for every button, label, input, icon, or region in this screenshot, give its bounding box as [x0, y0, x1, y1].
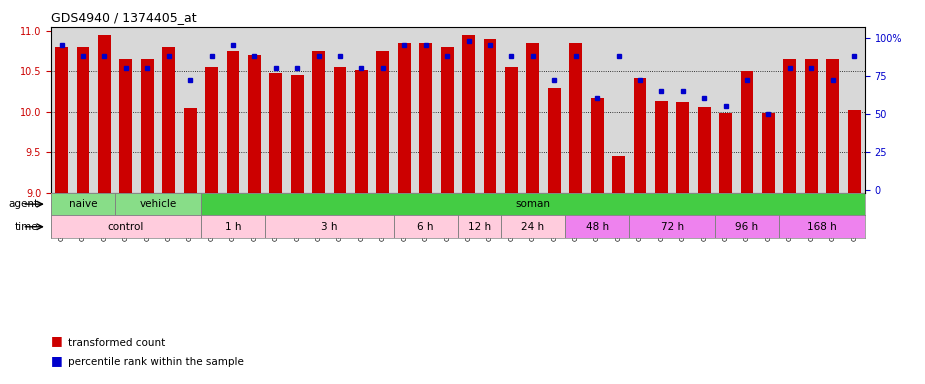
Bar — [184, 108, 196, 193]
Text: GDS4940 / 1374405_at: GDS4940 / 1374405_at — [51, 11, 196, 24]
Text: 72 h: 72 h — [660, 222, 684, 232]
Bar — [676, 102, 689, 193]
Text: control: control — [107, 222, 144, 232]
Bar — [569, 43, 582, 193]
Bar — [720, 114, 732, 193]
Bar — [526, 43, 539, 193]
Bar — [505, 67, 518, 193]
Bar — [484, 39, 497, 193]
Bar — [394, 215, 458, 238]
Bar — [51, 215, 201, 238]
Bar — [462, 35, 475, 193]
Bar — [629, 215, 715, 238]
Bar — [805, 59, 818, 193]
Bar — [548, 88, 561, 193]
Bar — [227, 51, 240, 193]
Text: 48 h: 48 h — [586, 222, 609, 232]
Text: 1 h: 1 h — [225, 222, 241, 232]
Bar — [98, 35, 111, 193]
Bar — [141, 59, 154, 193]
Bar — [847, 110, 860, 193]
Bar — [162, 47, 175, 193]
Bar — [115, 193, 201, 215]
Bar — [398, 43, 411, 193]
Bar — [458, 215, 500, 238]
Text: percentile rank within the sample: percentile rank within the sample — [68, 357, 243, 367]
Bar — [205, 67, 218, 193]
Text: vehicle: vehicle — [140, 199, 177, 209]
Bar — [612, 156, 625, 193]
Text: 3 h: 3 h — [321, 222, 338, 232]
Text: naive: naive — [68, 199, 97, 209]
Bar — [741, 71, 754, 193]
Text: 12 h: 12 h — [468, 222, 491, 232]
Bar — [591, 98, 603, 193]
Bar — [762, 114, 775, 193]
Bar — [201, 215, 265, 238]
Bar — [440, 47, 453, 193]
Text: agent: agent — [8, 199, 39, 209]
Bar — [313, 51, 325, 193]
Text: ■: ■ — [51, 334, 63, 348]
Bar — [355, 70, 368, 193]
Bar — [201, 193, 865, 215]
Text: 24 h: 24 h — [522, 222, 545, 232]
Text: time: time — [15, 222, 39, 232]
Bar — [334, 67, 347, 193]
Bar — [77, 47, 90, 193]
Bar — [290, 74, 303, 193]
Bar — [779, 215, 865, 238]
Bar — [376, 51, 389, 193]
Bar — [634, 78, 647, 193]
Text: ■: ■ — [51, 354, 63, 367]
Text: 96 h: 96 h — [735, 222, 758, 232]
Bar — [269, 73, 282, 193]
Bar — [56, 47, 68, 193]
Text: transformed count: transformed count — [68, 338, 165, 348]
Bar — [248, 55, 261, 193]
Bar — [419, 43, 432, 193]
Bar — [51, 193, 115, 215]
Text: 168 h: 168 h — [808, 222, 837, 232]
Bar — [697, 107, 710, 193]
Text: 6 h: 6 h — [417, 222, 434, 232]
Bar — [783, 59, 796, 193]
Bar — [500, 215, 565, 238]
Bar — [715, 215, 779, 238]
Text: soman: soman — [515, 199, 550, 209]
Bar — [265, 215, 394, 238]
Bar — [565, 215, 629, 238]
Bar — [119, 59, 132, 193]
Bar — [826, 59, 839, 193]
Bar — [655, 101, 668, 193]
